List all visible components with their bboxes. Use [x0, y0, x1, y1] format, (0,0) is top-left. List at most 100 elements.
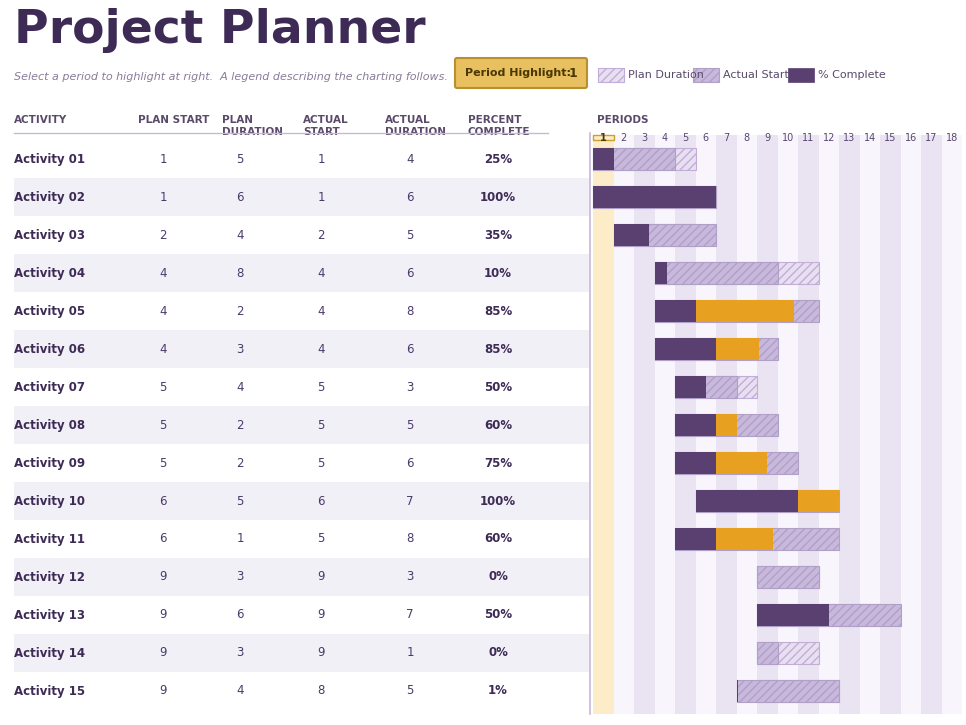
Text: 25%: 25% [484, 152, 512, 165]
Bar [593, 186, 716, 208]
Bar [14, 558, 589, 596]
Text: 1: 1 [317, 191, 325, 204]
Bar [921, 135, 942, 714]
Bar [716, 528, 774, 550]
Bar [693, 68, 719, 82]
Text: 9: 9 [317, 647, 325, 660]
Text: 9: 9 [764, 133, 770, 143]
Bar [655, 262, 818, 284]
Bar [757, 135, 778, 714]
Bar [675, 376, 736, 398]
Text: 4: 4 [237, 684, 243, 697]
Text: 100%: 100% [480, 191, 516, 204]
Bar [675, 414, 716, 436]
Text: Period Highlight:: Period Highlight: [465, 68, 571, 78]
Bar [14, 444, 589, 482]
Bar [818, 135, 839, 714]
Text: 5: 5 [317, 381, 325, 394]
Text: 9: 9 [159, 684, 167, 697]
Text: 1: 1 [407, 647, 413, 660]
Text: 5: 5 [407, 684, 413, 697]
Text: Activity 13: Activity 13 [14, 608, 85, 621]
Bar [696, 528, 716, 550]
Text: 13: 13 [843, 133, 855, 143]
Bar [655, 135, 675, 714]
Bar [14, 216, 589, 254]
Text: 10%: 10% [484, 267, 512, 280]
Text: 5: 5 [159, 418, 167, 431]
Text: 7: 7 [724, 133, 729, 143]
Text: 1%: 1% [488, 684, 508, 697]
Text: 5: 5 [159, 457, 167, 470]
Bar [757, 604, 900, 626]
Text: Activity 06: Activity 06 [14, 342, 85, 355]
Text: 1: 1 [159, 152, 167, 165]
Text: 8: 8 [237, 267, 243, 280]
Bar [716, 135, 736, 714]
Text: 5: 5 [317, 457, 325, 470]
Text: Actual Start: Actual Start [723, 70, 789, 80]
Bar [675, 528, 716, 550]
Text: 6: 6 [159, 494, 167, 508]
Bar [788, 68, 814, 82]
Text: 4: 4 [317, 342, 325, 355]
Text: Activity 01: Activity 01 [14, 152, 85, 165]
Text: 75%: 75% [484, 457, 512, 470]
Text: Activity 07: Activity 07 [14, 381, 85, 394]
Text: ACTUAL
START: ACTUAL START [303, 115, 349, 138]
Bar [14, 406, 589, 444]
Text: 6: 6 [407, 342, 413, 355]
Bar [757, 604, 829, 626]
Text: 2: 2 [317, 228, 325, 241]
Text: 0%: 0% [488, 571, 508, 584]
Bar [736, 680, 737, 702]
Text: 5: 5 [407, 228, 413, 241]
Text: 3: 3 [407, 381, 413, 394]
Bar [593, 148, 613, 170]
Bar [593, 186, 716, 208]
Text: 4: 4 [317, 304, 325, 318]
Text: 2: 2 [237, 418, 243, 431]
Bar [14, 672, 589, 710]
Bar [675, 376, 757, 398]
Bar [778, 135, 798, 714]
Text: PERIODS: PERIODS [597, 115, 648, 125]
Text: 9: 9 [159, 608, 167, 621]
Bar [757, 680, 839, 702]
Text: 4: 4 [407, 152, 413, 165]
Text: 12: 12 [823, 133, 835, 143]
Text: 4: 4 [237, 381, 243, 394]
Text: 7: 7 [407, 494, 413, 508]
Text: 8: 8 [407, 532, 413, 545]
Bar [613, 224, 716, 246]
Bar [675, 414, 778, 436]
Bar [655, 262, 667, 284]
Text: 6: 6 [317, 494, 325, 508]
Text: 8: 8 [317, 684, 325, 697]
Text: 10: 10 [781, 133, 794, 143]
Bar [675, 135, 696, 714]
Text: 6: 6 [407, 267, 413, 280]
Text: 14: 14 [864, 133, 876, 143]
Text: % Complete: % Complete [818, 70, 886, 80]
Text: 8: 8 [744, 133, 750, 143]
Text: ACTUAL
DURATION: ACTUAL DURATION [385, 115, 446, 138]
Bar [860, 135, 880, 714]
Bar [14, 634, 589, 672]
Bar [613, 224, 696, 246]
Bar [675, 452, 716, 474]
Bar [798, 490, 839, 512]
Bar [613, 135, 634, 714]
Text: 5: 5 [317, 418, 325, 431]
Text: Select a period to highlight at right.  A legend describing the charting follows: Select a period to highlight at right. A… [14, 72, 448, 82]
Bar [675, 528, 839, 550]
Bar [716, 452, 767, 474]
Bar [675, 376, 706, 398]
Bar [675, 452, 716, 474]
Bar [696, 300, 794, 322]
Text: 9: 9 [317, 608, 325, 621]
Bar [655, 338, 716, 360]
Text: 18: 18 [946, 133, 958, 143]
Bar [14, 330, 589, 368]
Bar [593, 135, 613, 140]
